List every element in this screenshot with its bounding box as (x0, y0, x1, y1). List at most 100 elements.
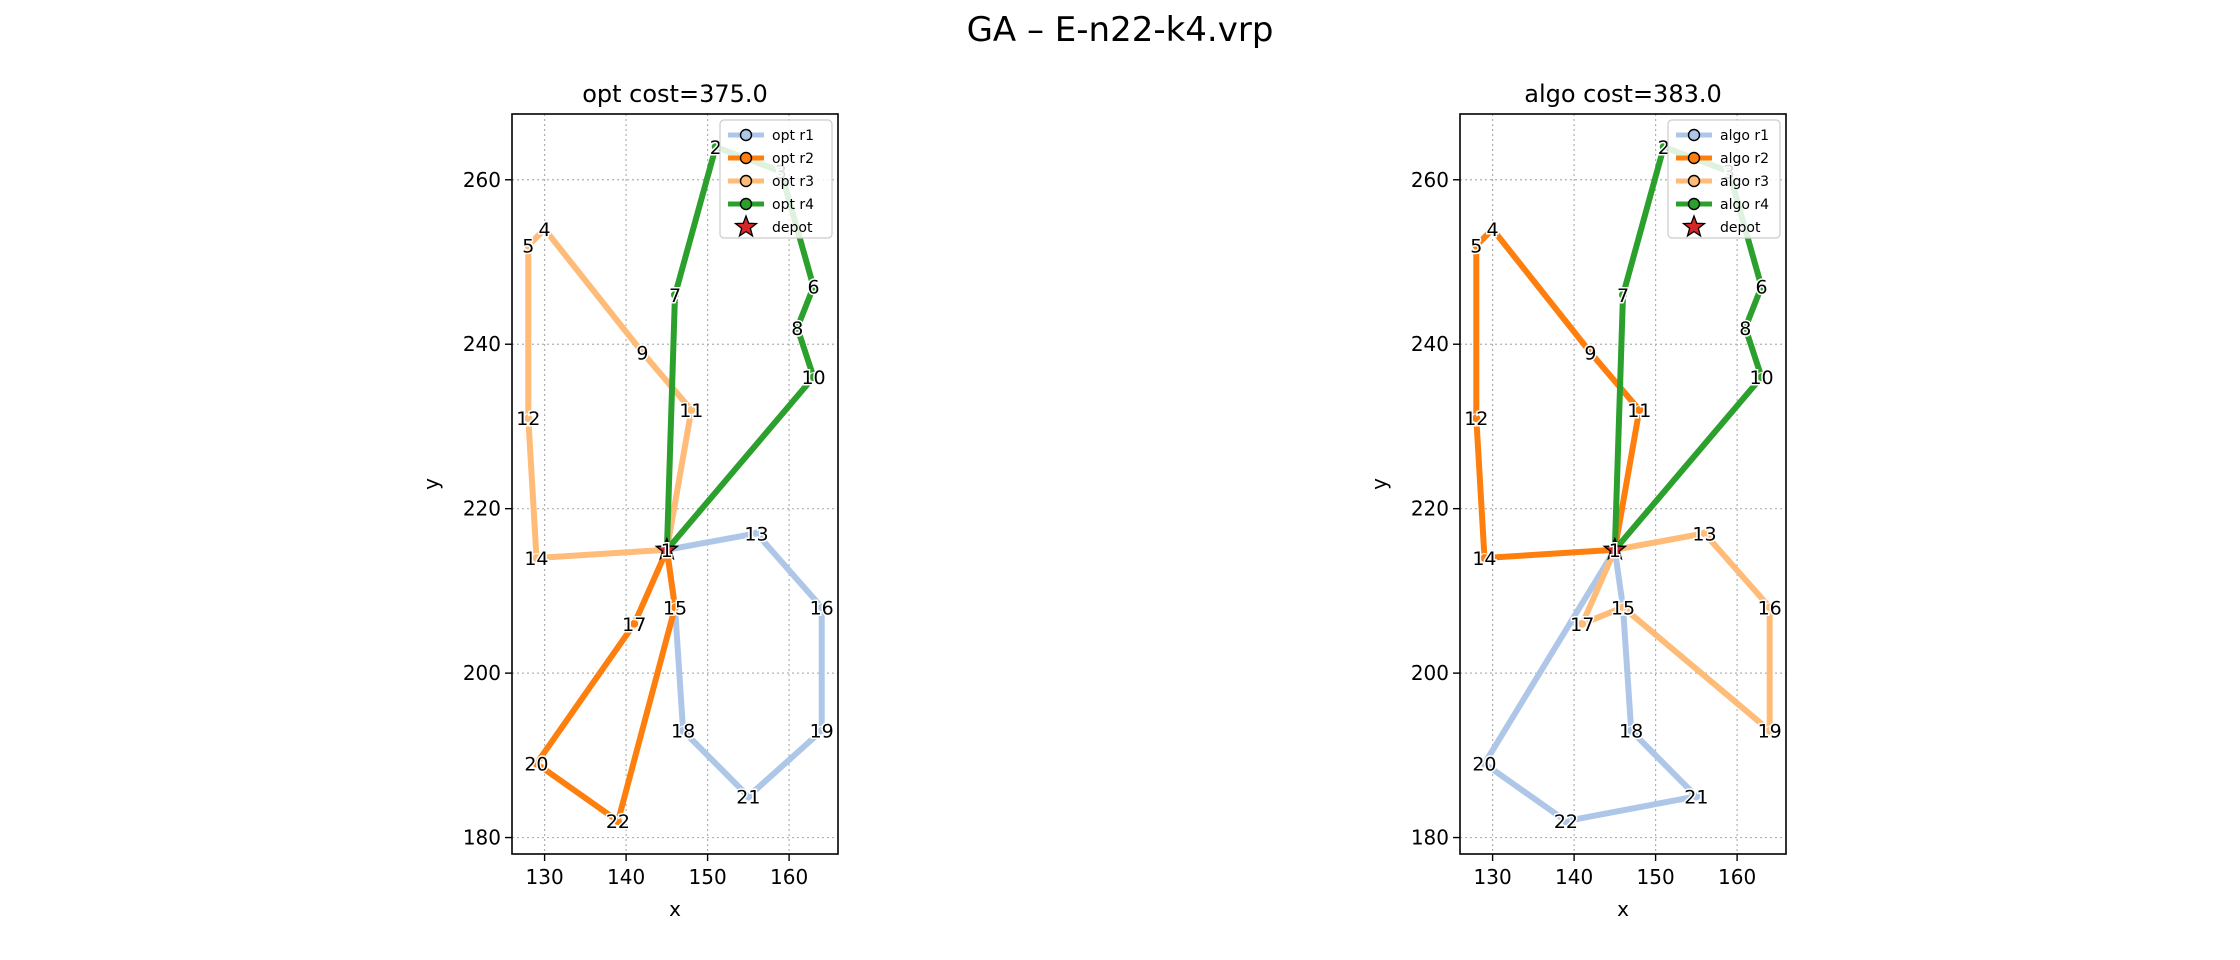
route-line-1 (1481, 548, 1700, 825)
y-tick-label: 200 (463, 661, 501, 685)
node-label: 15 (1611, 597, 1635, 619)
node-label: 10 (801, 367, 825, 389)
node-label: 1 (1609, 540, 1621, 562)
route-node-point (1740, 322, 1751, 333)
node-label: 4 (539, 219, 551, 241)
legend-label: algo r1 (1720, 128, 1769, 144)
node-label: 14 (1472, 548, 1496, 570)
y-tick-label: 180 (1411, 826, 1449, 850)
route-line-2 (533, 548, 678, 825)
legend-marker (739, 128, 753, 142)
x-tick-label: 160 (1718, 865, 1756, 889)
legend-label: algo r4 (1720, 197, 1769, 213)
y-axis-label: y (1367, 478, 1391, 490)
route-node-point (743, 791, 754, 802)
node-label: 18 (1619, 721, 1643, 743)
node-label: 7 (1617, 285, 1629, 307)
legend-label: opt r1 (772, 128, 814, 144)
legend-depot-marker (1681, 214, 1707, 238)
route-node-point (637, 347, 648, 358)
route-node-point (1618, 289, 1628, 300)
node-label: 12 (516, 408, 540, 430)
chart-panel-2: 1234567891011121314151617181920212213014… (1367, 80, 1787, 921)
node-label: 12 (1464, 408, 1488, 430)
route-node-point (1471, 413, 1482, 424)
route-node-point (612, 816, 623, 827)
node-label: 9 (1584, 342, 1596, 364)
y-tick-label: 220 (1411, 497, 1449, 521)
y-tick-label: 260 (1411, 168, 1449, 192)
route-node-point (1618, 602, 1628, 613)
route-node-point (816, 725, 827, 736)
route-node-point (1756, 372, 1767, 383)
legend: algo r1 algo r2 algo r3 algo r4 depot (1667, 119, 1781, 239)
node-label: 22 (1554, 811, 1578, 833)
node-label: 6 (808, 277, 820, 299)
node-label: 9 (636, 342, 648, 364)
y-tick-label: 180 (463, 826, 501, 850)
route-node-point (1479, 758, 1490, 769)
legend-label: depot (772, 220, 813, 236)
depot-marker (654, 536, 680, 561)
route-node-point (816, 602, 827, 613)
y-tick-label: 260 (463, 168, 501, 192)
route-line-3 (1579, 530, 1773, 734)
axes-frame (511, 113, 839, 855)
y-tick-label: 220 (463, 497, 501, 521)
route-line-3 (525, 226, 695, 561)
route-node-point (523, 413, 534, 424)
node-label: 22 (606, 811, 630, 833)
node-label: 21 (1684, 786, 1708, 808)
y-tick-label: 200 (1411, 661, 1449, 685)
node-label: 21 (736, 786, 760, 808)
node-label: 20 (1472, 754, 1496, 776)
legend-label: opt r3 (772, 174, 814, 190)
legend-label: opt r4 (772, 197, 814, 213)
legend-marker (739, 197, 753, 211)
route-node-point (531, 553, 542, 563)
route-node-point (1560, 816, 1571, 827)
route-node-point (523, 240, 534, 251)
y-tick-label: 240 (1411, 332, 1449, 356)
route-node-point (1764, 725, 1775, 736)
route-node-point (792, 322, 803, 333)
figure-title: GA – E-n22-k4.vrp (966, 10, 1274, 50)
route-node-point (1626, 725, 1637, 736)
node-label: 14 (524, 548, 548, 570)
legend: opt r1 opt r2 opt r3 opt r4 depot (719, 119, 833, 239)
route-node-point (1479, 553, 1490, 563)
route-node-point (808, 372, 819, 383)
route-node-point (1699, 528, 1710, 539)
route-node-point (1471, 240, 1482, 251)
route-node-point (1634, 405, 1645, 415)
node-label: 11 (679, 400, 703, 422)
y-axis-label: y (419, 478, 443, 490)
route-line-1 (663, 530, 825, 800)
node-label: 18 (671, 721, 695, 743)
route-node-point (1764, 602, 1775, 613)
legend-label: opt r2 (772, 151, 814, 167)
chart-title: algo cost=383.0 (1524, 80, 1722, 108)
legend-marker (1687, 128, 1701, 142)
x-axis-label: x (1617, 897, 1629, 921)
legend-label: algo r3 (1720, 174, 1769, 190)
route-node-point (1585, 347, 1596, 358)
y-tick-label: 240 (463, 332, 501, 356)
legend-label: algo r2 (1720, 151, 1769, 167)
node-label: 13 (744, 523, 768, 545)
route-node-point (751, 528, 762, 539)
route-line-2 (1473, 226, 1643, 561)
x-axis-label: x (669, 897, 681, 921)
node-label: 17 (622, 614, 646, 636)
chart-panel-1: 1234567891011121314151617181920212213014… (419, 80, 839, 921)
node-label: 5 (1470, 236, 1482, 258)
node-label: 16 (810, 597, 834, 619)
node-label: 4 (1487, 219, 1499, 241)
node-label: 11 (1627, 400, 1651, 422)
route-node-point (678, 725, 689, 736)
route-node-point (1691, 791, 1702, 802)
node-label: 1 (661, 540, 673, 562)
x-tick-label: 140 (1555, 865, 1593, 889)
